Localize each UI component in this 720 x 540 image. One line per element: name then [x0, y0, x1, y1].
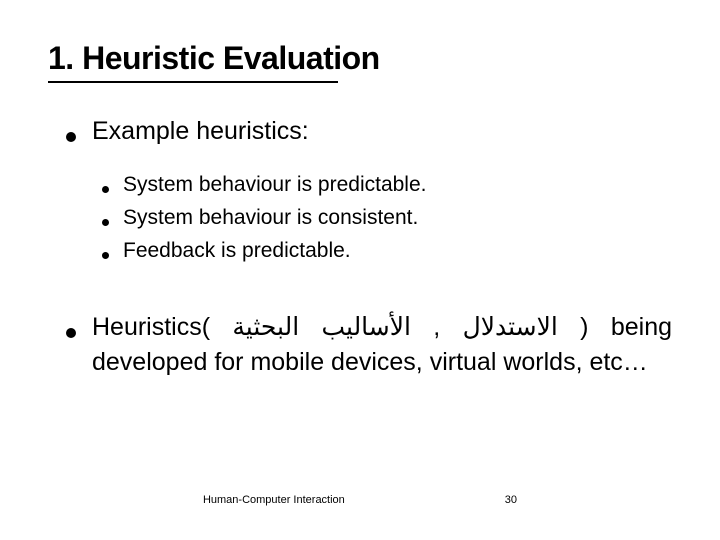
- sub-bullet-list: System behaviour is predictable. System …: [66, 171, 672, 266]
- slide-title-block: 1. Heuristic Evaluation: [48, 40, 672, 83]
- slide-body: Example heuristics: System behaviour is …: [48, 115, 672, 380]
- slide-footer: Human-Computer Interaction 30: [0, 494, 720, 506]
- arabic-term-2: الأساليب البحثية: [232, 313, 411, 341]
- bullet-item-heuristics-paragraph: Heuristics( الاستدلال , الأساليب البحثية…: [66, 310, 672, 380]
- disc-bullet-icon: [66, 328, 76, 338]
- sub-bullet-item: System behaviour is predictable.: [102, 171, 672, 199]
- disc-bullet-icon: [102, 186, 109, 193]
- slide: 1. Heuristic Evaluation Example heuristi…: [0, 0, 720, 540]
- disc-bullet-icon: [102, 219, 109, 226]
- sub-bullet-item: Feedback is predictable.: [102, 237, 672, 265]
- disc-bullet-icon: [66, 132, 76, 142]
- slide-number: 30: [505, 494, 517, 506]
- title-underline: [48, 81, 338, 83]
- heuristics-paragraph: Heuristics( الاستدلال , الأساليب البحثية…: [92, 310, 672, 380]
- text-comma: ,: [411, 313, 463, 341]
- disc-bullet-icon: [102, 252, 109, 259]
- bullet-label: Example heuristics:: [92, 115, 309, 149]
- sub-bullet-item: System behaviour is consistent.: [102, 204, 672, 232]
- text-prefix: Heuristics(: [92, 313, 232, 341]
- footer-text: Human-Computer Interaction: [203, 494, 345, 506]
- sub-bullet-text: Feedback is predictable.: [123, 237, 351, 265]
- sub-bullet-text: System behaviour is predictable.: [123, 171, 427, 199]
- sub-bullet-text: System behaviour is consistent.: [123, 204, 418, 232]
- arabic-term-1: الاستدلال: [463, 313, 558, 341]
- slide-title: 1. Heuristic Evaluation: [48, 40, 672, 77]
- bullet-item-example-heuristics: Example heuristics:: [66, 115, 672, 149]
